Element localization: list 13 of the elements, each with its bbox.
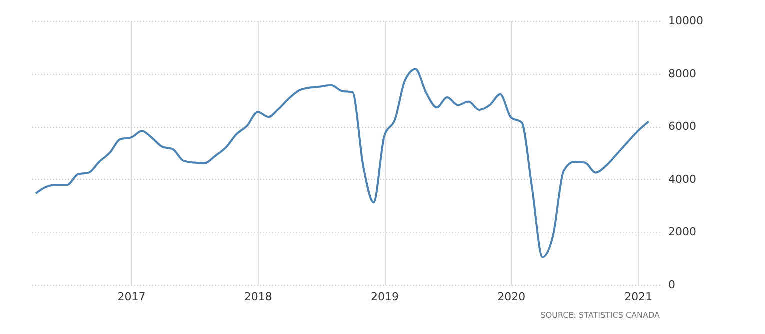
x-tick-label: 2020: [498, 290, 526, 304]
y-tick-label: 8000: [668, 67, 696, 80]
y-tick-label: 0: [668, 278, 676, 292]
y-tick-label: 2000: [668, 226, 696, 239]
line-series: [34, 68, 650, 258]
y-tick-label: 4000: [668, 172, 696, 186]
x-tick-label: 2021: [624, 290, 653, 304]
source-note: SOURCE: STATISTICS CANADA: [540, 311, 661, 320]
x-tick-label: 2017: [118, 290, 146, 304]
y-tick-label: 6000: [668, 120, 696, 134]
y-tick-label: 10000: [668, 14, 704, 28]
x-tick-label: 2018: [244, 290, 272, 304]
x-tick-label: 2019: [371, 290, 400, 304]
